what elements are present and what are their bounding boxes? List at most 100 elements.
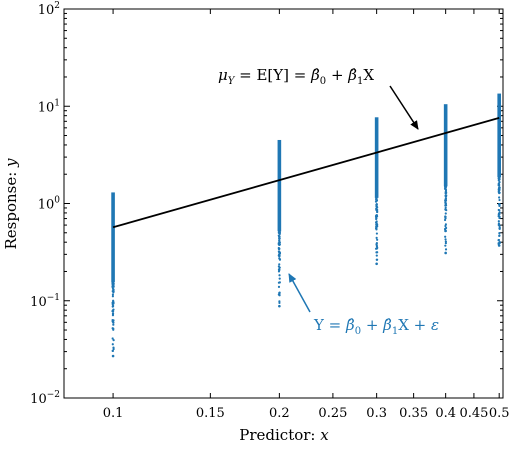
scatter-point: [444, 192, 447, 195]
scatter-point: [278, 274, 281, 277]
scatter-point: [111, 282, 114, 285]
scatter-point: [498, 198, 501, 202]
scatter-point: [376, 210, 379, 213]
scatter-point: [375, 196, 378, 200]
scatter-point: [278, 304, 281, 308]
x-tick-label: 0.25: [318, 406, 347, 421]
x-tick-label: 0.45: [459, 406, 488, 421]
scatter-point: [498, 180, 501, 184]
scatter-point: [278, 235, 281, 238]
annotation-mean: μY = E[Y] = β̂0 + β̂1X: [218, 66, 419, 130]
scatter-point: [498, 209, 501, 212]
scatter-point: [497, 184, 500, 187]
scatter-point: [444, 206, 447, 209]
scatter-point: [111, 343, 114, 346]
scatter-point: [497, 220, 500, 223]
scatter-point: [375, 225, 378, 228]
scatter-point: [498, 227, 501, 230]
scatter-point: [111, 295, 114, 298]
scatter-point: [376, 206, 379, 209]
scatter-point: [445, 194, 448, 197]
y-tick-label: 10−1: [30, 293, 60, 310]
scatter-point: [498, 211, 501, 214]
scatter-point: [278, 239, 281, 242]
x-tick-label: 0.2: [269, 406, 290, 421]
scatter-point: [277, 293, 280, 296]
scatter-point: [278, 301, 281, 305]
scatter-point: [112, 327, 115, 330]
scatter-point: [112, 290, 115, 293]
y-tick-label: 100: [38, 196, 61, 213]
scatter-point: [375, 262, 378, 266]
scatter-point: [498, 241, 501, 245]
scatter-point: [444, 199, 447, 202]
y-axis: 10−2 10−1 100 101 102: [30, 1, 503, 407]
scatter-point: [111, 312, 115, 315]
scatter-point: [375, 221, 378, 224]
scatter-point: [278, 263, 281, 266]
scatter-point: [375, 217, 378, 221]
scatter-point: [376, 238, 379, 241]
scatter-point: [498, 204, 501, 207]
scatter-point: [112, 338, 115, 342]
scatter-point: [498, 178, 501, 181]
scatter-point: [445, 226, 448, 230]
scatter-point: [375, 254, 378, 257]
scatter-point: [443, 218, 447, 222]
scatter-group-2: [277, 139, 282, 308]
x-axis: 0.1 0.15 0.2 0.25 0.3 0.35 0.4 0.45 0.5: [103, 9, 510, 421]
scatter-point: [112, 321, 115, 324]
scatter-point: [498, 234, 501, 237]
scatter-point: [444, 215, 447, 218]
scatter-point: [444, 242, 447, 245]
scatter-point: [498, 189, 501, 192]
scatter-point: [278, 300, 281, 303]
x-axis-label: Predictor: x: [239, 426, 329, 444]
scatter-point: [375, 251, 378, 254]
scatter-point: [497, 213, 500, 216]
scatter-point: [375, 244, 378, 247]
scatter-point: [112, 302, 115, 305]
scatter-point: [444, 228, 447, 231]
annotation-mean-arrow: [389, 85, 419, 130]
scatter-point: [444, 235, 447, 238]
scatter-point: [444, 238, 447, 241]
x-tick-label: 0.5: [489, 406, 510, 421]
annotation-observations-arrow: [288, 273, 311, 313]
scatter-point: [111, 354, 115, 358]
scatter-point: [112, 308, 115, 311]
annotation-observations: Y = β̂0 + β̂1X + ε: [288, 273, 439, 337]
scatter-point: [277, 253, 281, 256]
scatter-point: [376, 223, 379, 226]
y-tick-label: 10−2: [30, 390, 60, 407]
scatter-point: [497, 244, 501, 247]
scatter-point: [498, 191, 501, 194]
scatter-point: [444, 208, 447, 211]
mean-line-group: [112, 116, 500, 229]
scatter-point: [112, 323, 115, 326]
scatter-point: [375, 203, 378, 206]
scatter-point: [498, 232, 501, 235]
y-axis-label: Response: y: [2, 158, 20, 250]
scatter-point: [497, 239, 500, 242]
scatter-point: [278, 277, 281, 280]
scatter-point: [278, 258, 282, 261]
scatter-point: [112, 319, 115, 322]
scatter-point: [278, 251, 281, 254]
scatter-band: [443, 104, 448, 187]
y-tick-label: 101: [38, 98, 60, 115]
scatter-point: [111, 349, 114, 352]
scatter-point: [375, 241, 378, 245]
scatter-point: [111, 293, 115, 296]
scatter-point: [375, 247, 379, 250]
x-tick-label: 0.3: [366, 406, 387, 421]
scatter-point: [444, 251, 447, 255]
scatter-group-3: [374, 117, 379, 266]
scatter-point: [498, 216, 501, 220]
scatter-point: [444, 185, 447, 188]
scatter-point: [376, 208, 379, 212]
scatter-point: [444, 240, 447, 243]
svg-text:Y = β̂0 + β̂1X + ε: Y = β̂0 + β̂1X + ε: [313, 316, 439, 337]
